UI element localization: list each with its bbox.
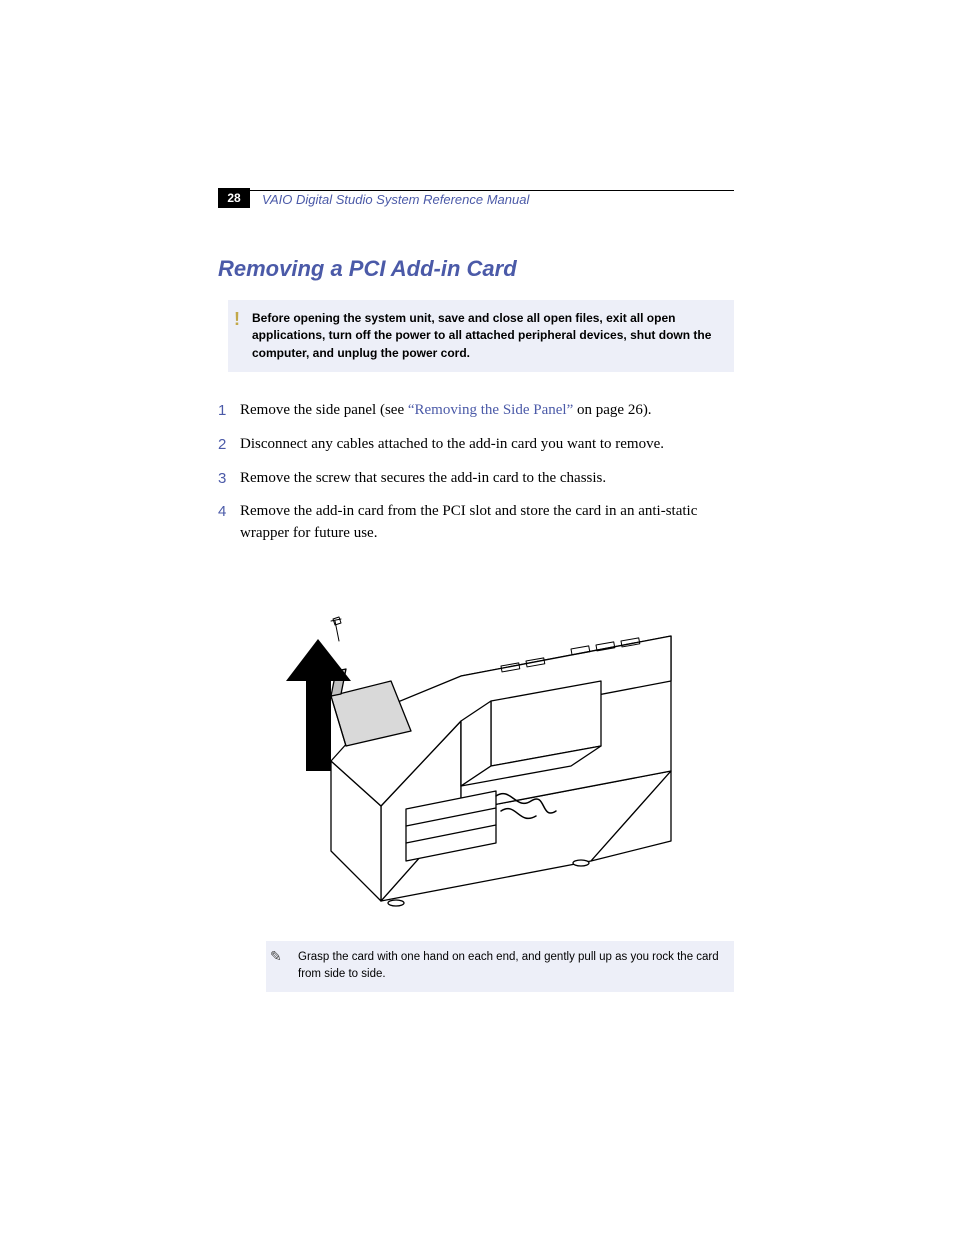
warning-icon: ! bbox=[234, 306, 240, 332]
pci-removal-figure bbox=[261, 561, 691, 921]
step-item: 3 Remove the screw that secures the add-… bbox=[218, 468, 734, 490]
step-item: 2 Disconnect any cables attached to the … bbox=[218, 434, 734, 456]
step-number: 4 bbox=[218, 501, 226, 523]
running-title: VAIO Digital Studio System Reference Man… bbox=[262, 190, 529, 210]
tip-text: Grasp the card with one hand on each end… bbox=[298, 949, 722, 982]
section-heading: Removing a PCI Add-in Card bbox=[218, 256, 734, 282]
step-text-post: on page 26). bbox=[573, 402, 651, 418]
warning-callout: ! Before opening the system unit, save a… bbox=[228, 300, 734, 372]
tip-callout: ✎ Grasp the card with one hand on each e… bbox=[266, 941, 734, 992]
pencil-icon: ✎ bbox=[270, 946, 282, 966]
step-number: 1 bbox=[218, 400, 226, 422]
step-number: 2 bbox=[218, 434, 226, 456]
step-item: 1 Remove the side panel (see “Removing t… bbox=[218, 400, 734, 422]
page-number: 28 bbox=[218, 188, 250, 208]
step-text: Remove the add-in card from the PCI slot… bbox=[240, 503, 697, 541]
page-header: 28 VAIO Digital Studio System Reference … bbox=[218, 190, 734, 216]
cross-reference-link[interactable]: “Removing the Side Panel” bbox=[408, 402, 573, 418]
step-number: 3 bbox=[218, 468, 226, 490]
step-text-pre: Remove the side panel (see bbox=[240, 402, 408, 418]
manual-page: 28 VAIO Digital Studio System Reference … bbox=[0, 0, 954, 1235]
step-list: 1 Remove the side panel (see “Removing t… bbox=[218, 400, 734, 545]
step-text: Remove the screw that secures the add-in… bbox=[240, 470, 606, 486]
step-item: 4 Remove the add-in card from the PCI sl… bbox=[218, 501, 734, 545]
warning-text: Before opening the system unit, save and… bbox=[252, 310, 718, 362]
step-text: Disconnect any cables attached to the ad… bbox=[240, 436, 664, 452]
